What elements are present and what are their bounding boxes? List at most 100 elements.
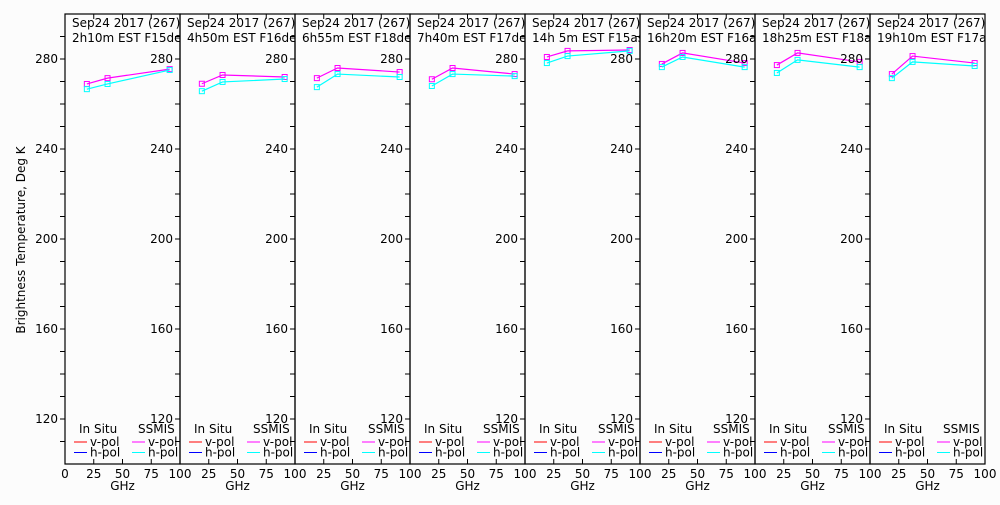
- legend-label: v-pol: [665, 435, 694, 449]
- series-line: [776, 52, 860, 66]
- panel-title-overpass: 2h10m EST F15des: [72, 31, 188, 45]
- data-point: [334, 71, 341, 78]
- x-tick-label: 25: [316, 467, 331, 481]
- panel-1: 120 160 200 240 280 0 25 50 75 100 GHz Sep24 2017 (…: [35, 13, 191, 493]
- data-point: [543, 60, 550, 67]
- x-tick-label: 50: [690, 467, 705, 481]
- legend-label: v-pol: [780, 435, 809, 449]
- panel-title-overpass: 18h25m EST F18asc: [762, 31, 884, 45]
- data-point: [679, 53, 686, 60]
- x-tick-label: 25: [86, 467, 101, 481]
- legend-label: v-pol: [205, 435, 234, 449]
- x-axis-label: GHz: [225, 479, 250, 493]
- y-tick-label: 200: [495, 232, 518, 246]
- panel-title: Sep24 2017 (267)2h10m EST F15des: [72, 16, 188, 45]
- y-tick-label: 280: [610, 52, 633, 66]
- legend-label: h-pol: [435, 446, 465, 460]
- y-tick-label: 160: [35, 322, 58, 336]
- series-line: [546, 50, 630, 64]
- panel-title: Sep24 2017 (267)18h25m EST F18asc: [762, 16, 884, 45]
- panel-title-date: Sep24 2017 (267): [877, 16, 985, 30]
- series-line: [201, 78, 285, 92]
- series-line: [891, 55, 975, 75]
- y-tick-label: 200: [725, 232, 748, 246]
- panel-title: Sep24 2017 (267)6h55m EST F18des: [302, 16, 418, 45]
- panel-title-overpass: 6h55m EST F18des: [302, 31, 418, 45]
- x-tick-label: 75: [489, 467, 504, 481]
- panel-title-overpass: 14h 5m EST F15asc: [532, 31, 651, 45]
- y-tick-label: 240: [265, 142, 288, 156]
- series-line: [891, 61, 975, 79]
- y-tick-label: 160: [380, 322, 403, 336]
- x-tick-label: 75: [144, 467, 159, 481]
- y-tick-label: 200: [265, 232, 288, 246]
- x-axis-label: GHz: [570, 479, 595, 493]
- series-line: [661, 56, 745, 68]
- panel-4: 120 160 200 240 280 25 50 75 100 GHz Sep24 2017 (2…: [380, 13, 536, 493]
- panel-title-date: Sep24 2017 (267): [647, 16, 755, 30]
- y-tick-label: 200: [380, 232, 403, 246]
- data-point: [511, 73, 518, 80]
- data-point: [198, 80, 205, 87]
- y-tick-label: 240: [35, 142, 58, 156]
- y-tick-label: 240: [495, 142, 518, 156]
- data-point: [794, 49, 801, 56]
- legend-label: v-pol: [263, 435, 292, 449]
- y-tick-label: 280: [150, 52, 173, 66]
- x-axis-label: GHz: [455, 479, 480, 493]
- legend-label: h-pol: [780, 446, 810, 460]
- data-point: [104, 80, 111, 87]
- data-point: [219, 78, 226, 85]
- y-tick-label: 200: [150, 232, 173, 246]
- data-point: [334, 65, 341, 71]
- legend-label: h-pol: [263, 446, 293, 460]
- data-point: [428, 83, 435, 89]
- data-point: [773, 62, 780, 69]
- data-point: [428, 76, 435, 83]
- legend-label: v-pol: [148, 435, 177, 449]
- x-tick-label: 25: [201, 467, 216, 481]
- legend-label: v-pol: [378, 435, 407, 449]
- panel-title: Sep24 2017 (267)16h20m EST F16asc: [647, 16, 755, 45]
- legend-label: h-pol: [838, 446, 868, 460]
- panel-title: Sep24 2017 (267)19h10m EST F17asc: [877, 16, 985, 45]
- x-axis-label: GHz: [915, 479, 940, 493]
- legend-label: h-pol: [953, 446, 983, 460]
- data-point: [626, 47, 633, 54]
- y-tick-label: 240: [150, 142, 173, 156]
- data-point: [449, 71, 456, 78]
- legend-label: h-pol: [493, 446, 523, 460]
- data-point: [543, 53, 550, 60]
- legend-label: v-pol: [953, 435, 982, 449]
- series-line: [316, 67, 400, 79]
- legend-label: v-pol: [723, 435, 752, 449]
- data-point: [794, 56, 801, 63]
- x-axis-label: GHz: [685, 479, 710, 493]
- panel-2: 120 160 200 240 280 25 50 75 100 GHz Sep24 2017 (2…: [150, 13, 307, 493]
- legend-group-label: SSMIS: [483, 422, 520, 436]
- y-tick-label: 200: [610, 232, 633, 246]
- x-tick-label: 25: [431, 467, 446, 481]
- legend-group-label: In Situ: [884, 422, 922, 436]
- data-point: [741, 60, 748, 67]
- y-tick-label: 280: [495, 52, 518, 66]
- legend-group-label: SSMIS: [253, 422, 290, 436]
- data-point: [909, 58, 916, 65]
- panel-title: Sep24 2017 (267)4h50m EST F16des: [187, 16, 295, 45]
- y-tick-label: 160: [495, 322, 518, 336]
- panel-3: 120 160 200 240 280 25 50 75 100 GHz Sep24 2017 (2…: [265, 13, 421, 493]
- data-point: [909, 53, 916, 60]
- x-tick-label: 50: [115, 467, 130, 481]
- y-tick-label: 120: [35, 412, 58, 426]
- legend-label: v-pol: [608, 435, 637, 449]
- legend-group-label: SSMIS: [828, 422, 865, 436]
- legend-label: v-pol: [90, 435, 119, 449]
- legend-label: v-pol: [435, 435, 464, 449]
- x-tick-label: 50: [460, 467, 475, 481]
- legend-label: v-pol: [838, 435, 867, 449]
- x-tick-label: 100: [284, 467, 307, 481]
- data-point: [741, 64, 748, 71]
